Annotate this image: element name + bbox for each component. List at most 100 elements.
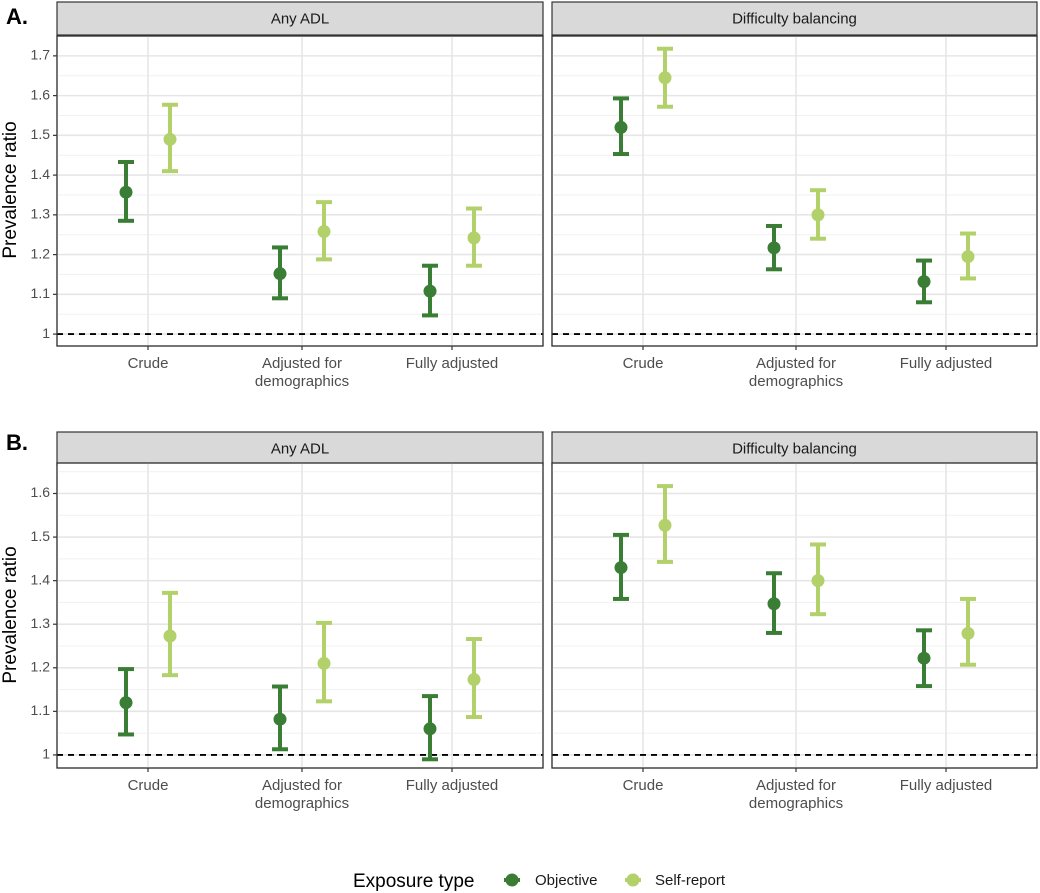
x-tick-label-line: Adjusted for (262, 777, 342, 794)
y-tick-label: 1.3 (31, 615, 51, 631)
y-tick-label: 1.6 (31, 86, 51, 102)
errorbar-objective (916, 628, 932, 689)
x-tick-label-line: Adjusted for (756, 777, 836, 794)
errorbar-objective (422, 263, 438, 318)
point-estimate (811, 574, 825, 588)
x-tick-label: Fully adjusted (406, 355, 499, 372)
legend: Exposure type Objective Self-report (353, 871, 726, 892)
point-estimate (163, 629, 177, 643)
point-estimate (163, 132, 177, 146)
point-estimate (467, 231, 481, 245)
point-estimate (658, 71, 672, 85)
facet-title: Any ADL (271, 440, 329, 457)
errorbar-objective (766, 571, 782, 635)
facet-title: Any ADL (271, 10, 329, 27)
x-tick-label-line: Crude (128, 777, 169, 794)
legend-point (626, 873, 640, 887)
point-estimate (119, 185, 133, 199)
point-estimate (273, 267, 287, 281)
x-tick-label: Crude (128, 777, 169, 794)
point-estimate (917, 651, 931, 665)
x-tick-label-line: Crude (128, 355, 169, 372)
x-tick-label-line: demographics (255, 373, 349, 390)
errorbar-objective (118, 159, 134, 223)
x-tick-label: Adjusted for demographics (255, 355, 349, 390)
panel-difficulty-balancing: Difficulty balancing Crude Adjusted for dem… (551, 1, 1038, 390)
panel-border (551, 462, 1038, 769)
panel-border (56, 35, 544, 347)
x-tick-label-line: Crude (623, 777, 664, 794)
section-a: A. Prevalence ratio Any ADL 1 1.1 1.2 1.3 1.4 1.… (0, 1, 1038, 390)
x-tick-label-line: Fully adjusted (406, 777, 499, 794)
facet-strip (551, 431, 1038, 466)
errorbar-objective (613, 532, 629, 601)
facet-title: Difficulty balancing (732, 440, 857, 457)
facet-strip (551, 1, 1038, 36)
errorbar-self-report (316, 200, 332, 262)
legend-label: Self-report (655, 872, 726, 889)
point-estimate (119, 696, 133, 710)
y-axis-label: Prevalence ratio (0, 121, 21, 258)
x-tick-label: Crude (128, 355, 169, 372)
panel-any-adl: Any ADL 1 1.1 1.2 1.3 1.4 1.5 1.6 1.7 Crude Adjust… (31, 1, 544, 390)
y-tick-label: 1.2 (31, 658, 51, 674)
point-estimate (614, 561, 628, 575)
x-tick-label: Fully adjusted (900, 355, 993, 372)
facet-strip (56, 1, 544, 36)
point-estimate (658, 518, 672, 532)
errorbar-self-report (810, 188, 826, 241)
errorbar-objective (916, 258, 932, 305)
section-label: A. (6, 4, 28, 29)
y-tick-label: 1.2 (31, 245, 51, 261)
x-tick-label-line: Crude (623, 355, 664, 372)
y-axis-label: Prevalence ratio (0, 546, 21, 683)
x-tick-label: Fully adjusted (406, 777, 499, 794)
x-tick-label-line: demographics (255, 795, 349, 812)
point-estimate (767, 241, 781, 255)
x-tick-label: Fully adjusted (900, 777, 993, 794)
point-estimate (811, 208, 825, 222)
panel-border (551, 35, 1038, 347)
point-estimate (317, 656, 331, 670)
y-tick-label: 1.1 (31, 702, 51, 718)
errorbar-objective (272, 245, 288, 301)
panel-border (56, 462, 544, 769)
x-tick-label-line: Adjusted for (756, 355, 836, 372)
legend-key-objective: Objective (504, 872, 598, 889)
facet-strip (56, 431, 544, 466)
errorbar-self-report (162, 102, 178, 174)
errorbar-objective (422, 694, 438, 762)
errorbar-objective (118, 667, 134, 737)
panel-background (551, 462, 1038, 769)
y-tick-label: 1.5 (31, 126, 51, 142)
x-tick-label-line: Adjusted for (262, 355, 342, 372)
errorbar-self-report (657, 484, 673, 564)
point-estimate (423, 284, 437, 298)
point-estimate (317, 225, 331, 239)
legend-title: Exposure type (353, 871, 474, 892)
legend-point (505, 873, 519, 887)
point-estimate (423, 722, 437, 736)
point-estimate (917, 275, 931, 289)
y-tick-label: 1.7 (31, 47, 51, 63)
errorbar-self-report (466, 637, 482, 720)
point-estimate (467, 673, 481, 687)
x-tick-label: Crude (623, 355, 664, 372)
x-tick-label-line: demographics (749, 795, 843, 812)
y-tick-label: 1.4 (31, 166, 51, 182)
y-tick-label: 1.3 (31, 206, 51, 222)
errorbar-self-report (960, 231, 976, 281)
errorbar-self-report (960, 596, 976, 667)
y-tick-label: 1.4 (31, 571, 51, 587)
facet-title: Difficulty balancing (732, 10, 857, 27)
y-tick-label: 1.1 (31, 285, 51, 301)
errorbar-self-report (657, 46, 673, 109)
legend-key-self-report: Self-report (625, 872, 726, 889)
x-tick-label: Crude (623, 777, 664, 794)
errorbar-self-report (810, 542, 826, 617)
errorbar-objective (766, 223, 782, 272)
section-b: B. Prevalence ratio Any ADL 1 1.1 1.2 1.3 1.4 1.… (0, 430, 1038, 812)
x-tick-label: Adjusted for demographics (255, 777, 349, 812)
errorbar-self-report (162, 590, 178, 678)
